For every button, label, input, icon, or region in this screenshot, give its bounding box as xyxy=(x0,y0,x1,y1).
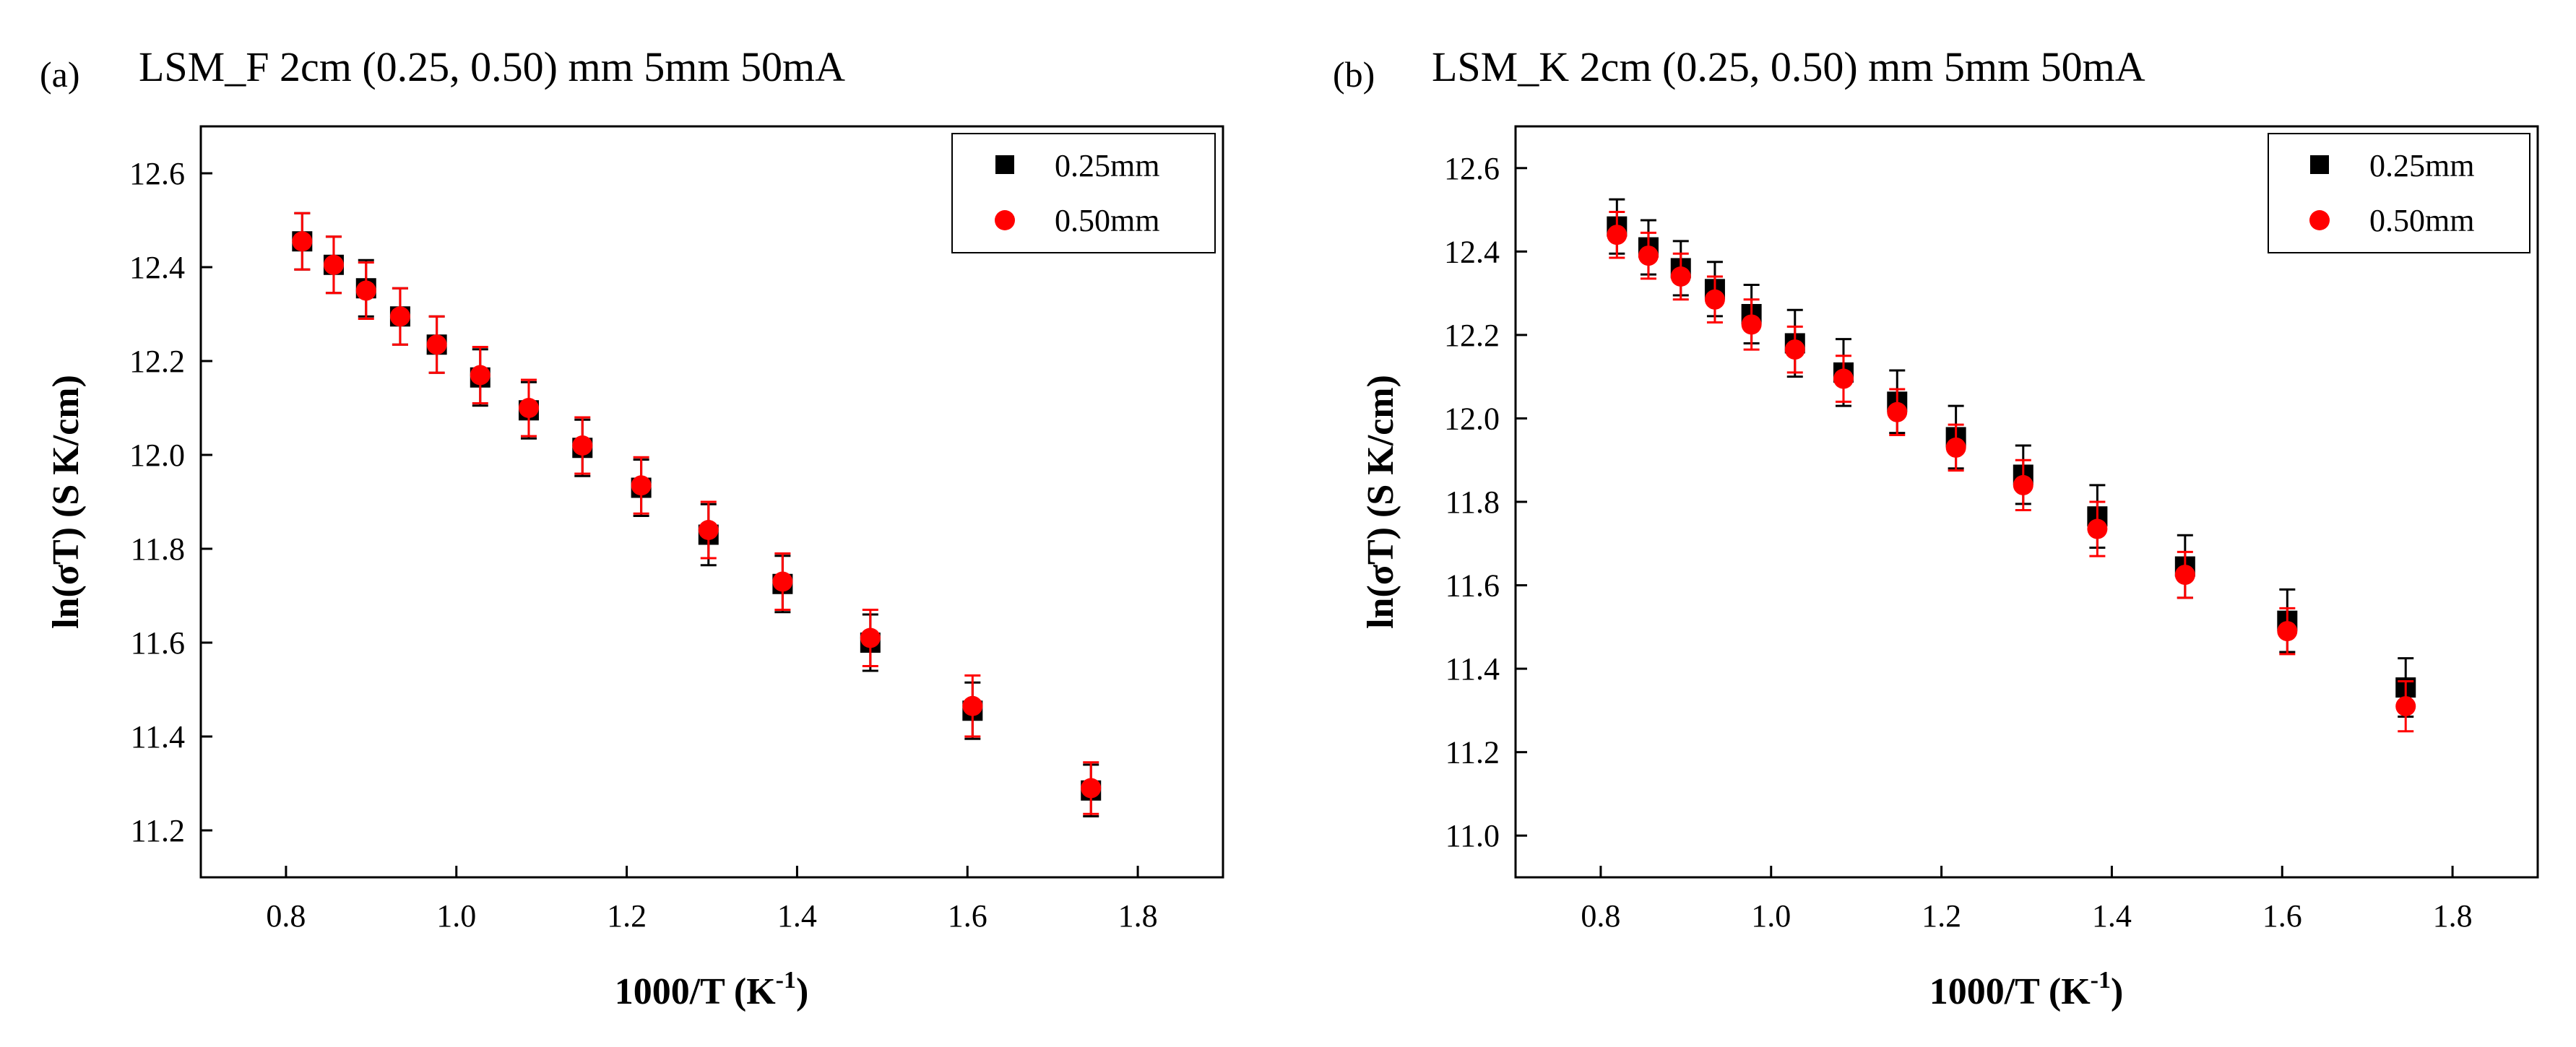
data-point-0-50mm-a xyxy=(323,254,344,275)
x-tick-label-a: 1.6 xyxy=(948,898,987,934)
y-tick-label-b: 12.4 xyxy=(1444,234,1500,269)
x-axis-a: 0.8 1.0 1.2 1.4 1.6 1.8 xyxy=(266,866,1158,934)
data-point-0-50mm-a xyxy=(698,520,719,540)
data-point-0-50mm-b xyxy=(2087,518,2108,539)
data-point-0-50mm-b xyxy=(1638,246,1659,266)
panel-label-b: (b) xyxy=(1333,54,1375,95)
data-marks-a xyxy=(292,212,1102,817)
data-point-0-50mm-a xyxy=(292,231,313,252)
data-point-0-50mm-a xyxy=(860,627,881,648)
x-axis-b: 0.8 1.0 1.2 1.4 1.6 1.8 xyxy=(1581,866,2473,934)
legend-marker-0-50mm-a xyxy=(995,210,1015,230)
legend-label-0-50mm-a: 0.50mm xyxy=(1055,203,1159,238)
y-tick-label-a: 11.2 xyxy=(131,813,185,848)
data-point-0-50mm-b xyxy=(1704,289,1725,310)
x-tick-label-a: 1.2 xyxy=(607,898,647,934)
legend-marker-0-25mm-a xyxy=(995,155,1014,174)
y-tick-label-b: 11.8 xyxy=(1445,485,1500,520)
data-point-0-50mm-a xyxy=(572,435,593,456)
y-tick-label-a: 11.4 xyxy=(131,719,185,755)
x-tick-label-b: 1.4 xyxy=(2092,898,2132,934)
legend-box-a xyxy=(951,133,1216,253)
data-point-0-50mm-b xyxy=(2174,565,2195,586)
data-point-0-50mm-b xyxy=(1741,314,1762,335)
y-axis-title-b: ln(σT) (S K/cm) xyxy=(1360,375,1401,629)
data-point-0-50mm-a xyxy=(426,334,447,355)
data-point-0-50mm-b xyxy=(2277,621,2298,642)
y-axis-title-a: ln(σT) (S K/cm) xyxy=(46,375,87,629)
data-point-0-50mm-b xyxy=(1945,437,1966,458)
y-tick-label-b: 12.6 xyxy=(1444,151,1500,186)
data-point-0-50mm-b xyxy=(1887,401,1908,422)
y-tick-label-b: 12.2 xyxy=(1444,318,1500,353)
y-tick-label-a: 11.6 xyxy=(131,625,185,661)
legend-label-0-25mm-a: 0.25mm xyxy=(1055,148,1159,183)
y-tick-label-a: 12.6 xyxy=(129,156,185,191)
data-point-0-50mm-a xyxy=(355,280,376,301)
x-tick-label-b: 1.2 xyxy=(1922,898,1961,934)
y-axis-b: 11.0 11.2 11.4 11.6 11.8 12.0 12.2 12.4 12.6 xyxy=(1444,151,1527,853)
data-point-0-50mm-a xyxy=(470,365,490,386)
y-tick-label-a: 11.8 xyxy=(131,531,185,567)
data-point-0-50mm-a xyxy=(518,398,539,418)
y-tick-label-b: 11.4 xyxy=(1445,651,1500,687)
data-marks-b xyxy=(1607,198,2416,733)
data-point-0-50mm-b xyxy=(2013,474,2033,495)
legend-b: 0.25mm 0.50mm xyxy=(2268,133,2530,253)
legend-label-0-25mm-b: 0.25mm xyxy=(2369,148,2474,183)
panel-label-a: (a) xyxy=(40,54,80,95)
data-point-0-50mm-a xyxy=(389,306,410,327)
legend-label-0-50mm-b: 0.50mm xyxy=(2369,203,2474,238)
x-tick-label-b: 1.0 xyxy=(1751,898,1791,934)
data-point-0-50mm-b xyxy=(1833,368,1854,389)
y-tick-label-b: 11.6 xyxy=(1445,568,1500,604)
y-tick-label-a: 12.4 xyxy=(129,250,185,285)
plot-frame-a xyxy=(199,125,1224,879)
data-point-0-50mm-b xyxy=(2395,696,2416,717)
y-tick-label-a: 12.0 xyxy=(129,438,185,473)
data-point-0-50mm-a xyxy=(772,571,793,592)
x-tick-label-a: 1.0 xyxy=(436,898,476,934)
legend-marker-0-50mm-b xyxy=(2309,210,2330,230)
x-tick-label-b: 1.8 xyxy=(2433,898,2473,934)
data-point-0-50mm-a xyxy=(631,475,652,496)
data-point-0-50mm-a xyxy=(962,695,983,716)
chart-title-b: LSM_K 2cm (0.25, 0.50) mm 5mm 50mA xyxy=(1432,43,2145,90)
x-axis-title-b: 1000/T (K-1) xyxy=(1929,967,2124,1012)
legend-marker-0-25mm-b xyxy=(2310,155,2329,174)
y-tick-label-a: 12.2 xyxy=(129,344,185,379)
chart-title-a: LSM_F 2cm (0.25, 0.50) mm 5mm 50mA xyxy=(139,43,845,90)
data-point-0-50mm-b xyxy=(1607,225,1628,246)
x-tick-label-a: 1.8 xyxy=(1118,898,1158,934)
legend-a: 0.25mm 0.50mm xyxy=(951,133,1216,253)
data-point-0-50mm-a xyxy=(1081,778,1102,799)
y-axis-a: 11.2 11.4 11.6 11.8 12.0 12.2 12.4 12.6 xyxy=(129,156,212,848)
x-tick-label-a: 1.4 xyxy=(777,898,817,934)
y-tick-label-b: 11.2 xyxy=(1445,735,1500,770)
x-tick-label-a: 0.8 xyxy=(266,898,306,934)
data-point-0-50mm-b xyxy=(1670,266,1691,287)
x-axis-title-a: 1000/T (K-1) xyxy=(615,967,809,1012)
legend-box-b xyxy=(2268,133,2530,253)
panel-a: (a) LSM_F 2cm (0.25, 0.50) mm 5mm 50mA 1… xyxy=(40,43,1224,1012)
y-tick-label-b: 11.0 xyxy=(1445,818,1500,853)
y-tick-label-b: 12.0 xyxy=(1444,401,1500,436)
panel-b: (b) LSM_K 2cm (0.25, 0.50) mm 5mm 50mA 1… xyxy=(1333,43,2539,1012)
x-tick-label-b: 0.8 xyxy=(1581,898,1620,934)
x-tick-label-b: 1.6 xyxy=(2262,898,2302,934)
data-point-0-50mm-b xyxy=(1784,339,1805,360)
